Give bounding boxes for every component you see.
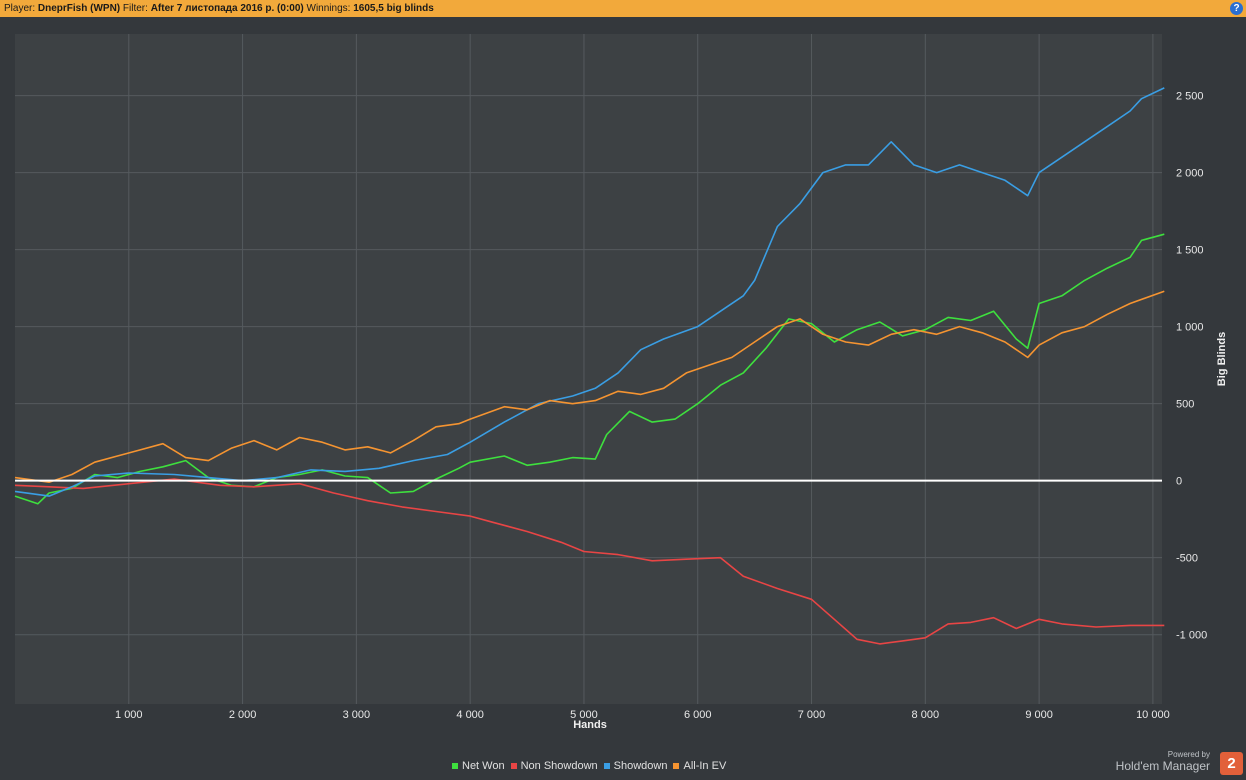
- series-line-net-won: [14, 233, 1165, 505]
- plot-area: [15, 34, 1162, 704]
- legend-item[interactable]: Showdown: [603, 760, 668, 772]
- series-line-all-in-ev: [14, 290, 1165, 484]
- hm2-logo-icon: 2: [1220, 752, 1243, 775]
- x-tick-label: 7 000: [798, 709, 826, 721]
- x-tick-label: 3 000: [343, 709, 371, 721]
- chart-svg: 1 000 2 000 3 000 4 000 5 000 6 000 7 000 8 000…: [14, 34, 1228, 731]
- y-tick-label: 500: [1176, 399, 1194, 411]
- player-value: DneprFish (WPN): [37, 3, 121, 14]
- y-tick-label: -1 000: [1176, 630, 1207, 642]
- branding: Powered by Hold'em Manager: [1116, 750, 1210, 773]
- y-tick-label: 1 000: [1176, 322, 1204, 334]
- legend-swatch-icon: [510, 763, 517, 770]
- y-tick-label: 2 500: [1176, 91, 1204, 103]
- winnings-value: 1605,5 big blinds: [353, 3, 434, 14]
- question-mark-icon[interactable]: ?: [1230, 2, 1243, 15]
- filter-value: After 7 листопада 2016 р. (0:00): [150, 3, 304, 14]
- x-tick-label: 2 000: [229, 709, 257, 721]
- legend-swatch-icon: [452, 763, 458, 770]
- x-tick-label: 1 000: [115, 709, 143, 721]
- winnings-label: Winnings:: [306, 3, 351, 14]
- x-tick-label: 10 000: [1136, 709, 1170, 721]
- y-axis-ticks: 2 500 2 000 1 500 1 000 500 0 -500 -1 000: [1176, 91, 1207, 642]
- legend-label: Non Showdown: [520, 760, 598, 772]
- y-tick-label: 1 500: [1176, 245, 1204, 257]
- filter-label: Filter:: [122, 3, 148, 14]
- x-tick-label: 8 000: [912, 709, 940, 721]
- y-tick-label: -500: [1176, 553, 1198, 565]
- x-tick-label: 4 000: [456, 709, 484, 721]
- legend-label: Net Won: [462, 760, 505, 772]
- legend-item[interactable]: Net Won: [452, 760, 505, 772]
- series-line-non-showdown: [14, 478, 1165, 645]
- legend-swatch-icon: [673, 763, 680, 770]
- legend-label: All-In EV: [683, 760, 727, 772]
- y-tick-label: 2 000: [1176, 168, 1204, 180]
- legend-label: Showdown: [613, 760, 668, 772]
- legend-item[interactable]: Non Showdown: [510, 760, 598, 772]
- powered-by-text: Powered by: [1167, 750, 1210, 759]
- legend-swatch-icon: [603, 763, 610, 770]
- x-axis-label: Hands: [573, 719, 607, 731]
- legend-item[interactable]: All-In EV: [673, 760, 726, 772]
- x-tick-label: 6 000: [684, 709, 712, 721]
- info-bar: Player: DneprFish (WPN) Filter: After 7 …: [0, 0, 1246, 17]
- brand-name: Hold'em Manager: [1115, 759, 1210, 773]
- x-tick-label: 5 000: [570, 709, 598, 721]
- y-tick-label: 0: [1176, 476, 1182, 488]
- x-axis-ticks: 1 000 2 000 3 000 4 000 5 000 6 000 7 000 8 000…: [115, 709, 1170, 721]
- y-axis-label: Big Blinds: [1216, 332, 1228, 386]
- x-tick-label: 9 000: [1025, 709, 1053, 721]
- legend: Net Won Non Showdown Showdown All-In EV: [452, 760, 732, 772]
- player-label: Player:: [4, 3, 36, 14]
- series-group: [14, 87, 1165, 645]
